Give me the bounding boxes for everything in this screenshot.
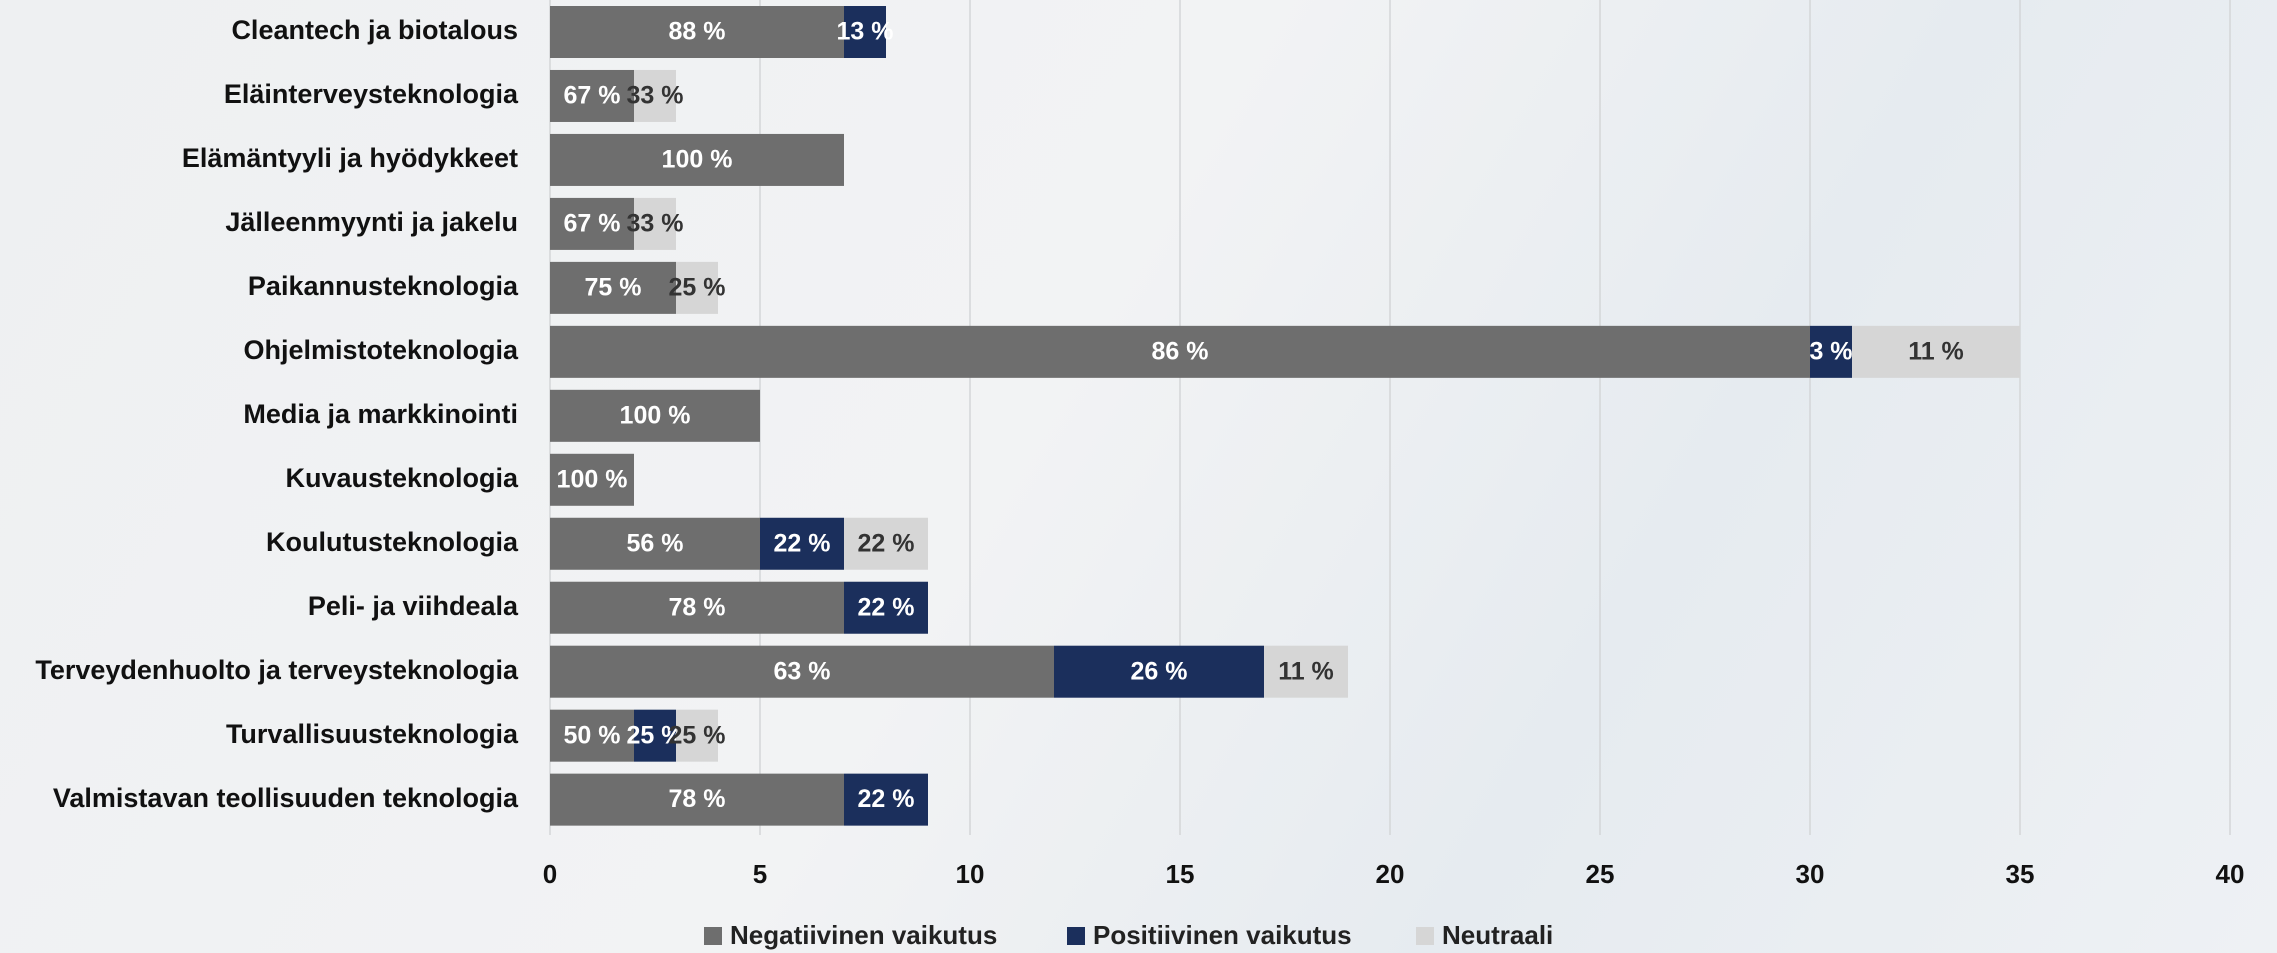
bar-segment: [1054, 645, 1264, 698]
bar-segment: [550, 517, 760, 570]
value-label: 78 %: [669, 785, 726, 813]
x-tick-label: 20: [1376, 859, 1405, 889]
value-label: 13 %: [837, 18, 894, 46]
bar-segment: [634, 709, 676, 762]
bar-segment: [676, 261, 718, 314]
value-label: 67 %: [564, 210, 621, 238]
bar-segment: [550, 709, 634, 762]
legend-label: Positiivinen vaikutus: [1093, 920, 1352, 950]
value-label: 100 %: [557, 465, 628, 493]
bar-segment: [634, 69, 676, 122]
bar-segment: [1810, 325, 1852, 378]
value-label: 22 %: [858, 593, 915, 621]
category-label: Kuvausteknologia: [285, 463, 519, 493]
value-label: 3 %: [1809, 337, 1852, 365]
bar-segment: [550, 581, 844, 634]
bar-segment: [844, 773, 928, 826]
x-tick-label: 40: [2216, 859, 2245, 889]
category-label: Ohjelmistoteknologia: [243, 335, 519, 365]
x-tick-label: 10: [956, 859, 985, 889]
value-label: 11 %: [1908, 337, 1964, 365]
category-label: Peli- ja viihdeala: [308, 591, 519, 621]
value-label: 22 %: [858, 529, 915, 557]
value-label: 100 %: [620, 401, 691, 429]
category-label: Turvallisuusteknologia: [226, 719, 519, 749]
value-label: 63 %: [774, 657, 831, 685]
bar-segment: [550, 197, 634, 250]
x-tick-label: 5: [753, 859, 767, 889]
category-label: Media ja markkinointi: [243, 399, 518, 429]
legend-label: Neutraali: [1442, 920, 1553, 950]
bar-segment: [844, 581, 928, 634]
bar-segment: [550, 6, 844, 58]
value-label: 78 %: [669, 593, 726, 621]
legend-swatch: [1416, 927, 1434, 945]
category-label: Jälleenmyynti ja jakelu: [225, 207, 518, 237]
category-label: Cleantech ja biotalous: [231, 15, 518, 45]
value-label: 100 %: [662, 146, 733, 174]
bar-segment: [550, 773, 844, 826]
bar-segment: [550, 261, 676, 314]
bar-segment: [1264, 645, 1348, 698]
value-label: 26 %: [1131, 657, 1188, 685]
x-tick-label: 30: [1796, 859, 1825, 889]
value-label: 56 %: [627, 529, 684, 557]
value-label: 22 %: [858, 785, 915, 813]
x-tick-label: 0: [543, 859, 557, 889]
category-label: Valmistavan teollisuuden teknologia: [53, 783, 519, 813]
legend-label: Negatiivinen vaikutus: [730, 920, 997, 950]
category-label: Eläinterveysteknologia: [224, 79, 519, 109]
x-tick-label: 15: [1166, 859, 1195, 889]
bar-segment: [844, 6, 886, 58]
bar-segment: [550, 389, 760, 442]
bar-segment: [550, 69, 634, 122]
x-tick-label: 25: [1586, 859, 1615, 889]
bar-segment: [760, 517, 844, 570]
value-label: 50 %: [564, 721, 621, 749]
bar-segment: [550, 133, 844, 186]
value-label: 75 %: [585, 273, 642, 301]
bar-segment: [1852, 325, 2020, 378]
value-label: 86 %: [1152, 337, 1209, 365]
bar-segment: [550, 325, 1810, 378]
x-tick-label: 35: [2006, 859, 2035, 889]
bar-segment: [634, 197, 676, 250]
value-label: 33 %: [627, 210, 684, 238]
category-label: Paikannusteknologia: [248, 271, 519, 301]
value-label: 25 %: [669, 273, 726, 301]
category-label: Terveydenhuolto ja terveysteknologia: [35, 655, 519, 685]
legend-swatch: [704, 927, 722, 945]
value-label: 67 %: [564, 82, 621, 110]
value-label: 88 %: [669, 18, 726, 46]
bar-segment: [550, 453, 634, 506]
value-label: 33 %: [627, 82, 684, 110]
value-label: 25 %: [669, 721, 726, 749]
value-label: 22 %: [774, 529, 831, 557]
category-label: Koulutusteknologia: [266, 527, 519, 557]
category-label: Elämäntyyli ja hyödykkeet: [182, 143, 518, 173]
value-label: 25 %: [627, 721, 684, 749]
bar-segment: [676, 709, 718, 762]
bar-segment: [550, 645, 1054, 698]
legend-swatch: [1067, 927, 1085, 945]
bar-segment: [844, 517, 928, 570]
value-label: 11 %: [1278, 657, 1334, 685]
